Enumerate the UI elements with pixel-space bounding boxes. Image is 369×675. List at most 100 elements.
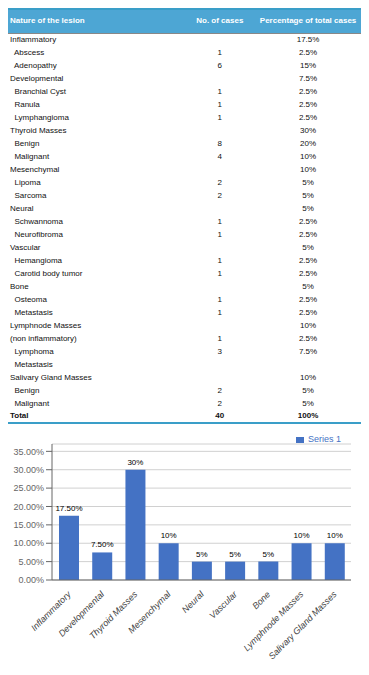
- svg-text:Inflammatory: Inflammatory: [29, 589, 73, 633]
- html-text:5%: 5%: [302, 177, 314, 187]
- html-text:5%: 5%: [302, 190, 314, 200]
- html-text:1: 1: [217, 47, 222, 57]
- html-text:Malignant: Malignant: [10, 398, 50, 408]
- svg-text:5%: 5%: [263, 550, 275, 559]
- html-text:2.5%: 2.5%: [298, 112, 318, 122]
- html-text:Series 1: Series 1: [308, 434, 341, 444]
- html-text:15%: 15%: [300, 60, 316, 70]
- html-text:1: 1: [217, 112, 222, 122]
- html-text:10%: 10%: [300, 372, 316, 382]
- html-text:Carotid body tumor: Carotid body tumor: [10, 268, 83, 278]
- html-text:2.5%: 2.5%: [298, 268, 318, 278]
- html-text:Percentage of total cases: Percentage of total cases: [259, 16, 357, 26]
- svg-text:Developmental: Developmental: [56, 589, 107, 639]
- html-text:2: 2: [217, 177, 222, 187]
- html-text:6: 6: [217, 60, 222, 70]
- html-text:Adenopathy: Adenopathy: [10, 60, 57, 70]
- svg-text:30.00%: 30.00%: [13, 465, 44, 475]
- svg-text:Mesenchymal: Mesenchymal: [126, 588, 173, 635]
- html-text:2: 2: [217, 190, 222, 200]
- html-text:100%: 100%: [297, 411, 319, 420]
- html-text:Metastasis: Metastasis: [10, 307, 53, 317]
- html-text:5%: 5%: [302, 242, 314, 252]
- svg-text:30%: 30%: [127, 458, 143, 467]
- html-text:2.5%: 2.5%: [298, 294, 318, 304]
- html-text:Neural: Neural: [10, 203, 34, 213]
- html-text:Developmental: Developmental: [10, 73, 64, 83]
- html-text:Ranula: Ranula: [10, 99, 40, 109]
- html-text:Nature of the lesion: Nature of the lesion: [10, 16, 85, 26]
- html-text:5%: 5%: [302, 385, 314, 395]
- html-text:Lymphnode Masses: Lymphnode Masses: [10, 320, 82, 330]
- html-text:1: 1: [217, 216, 222, 226]
- html-text:20%: 20%: [300, 138, 316, 148]
- html-text:5%: 5%: [302, 398, 314, 408]
- html-text:Sarcoma: Sarcoma: [10, 190, 47, 200]
- svg-text:0.00%: 0.00%: [18, 575, 44, 585]
- html-text:No. of cases: No. of cases: [196, 16, 244, 26]
- svg-text:17.50%: 17.50%: [55, 504, 82, 513]
- html-text:Lymphangioma: Lymphangioma: [10, 112, 69, 122]
- html-text:17.5%: 17.5%: [296, 34, 320, 44]
- html-text:2.5%: 2.5%: [298, 99, 318, 109]
- html-text:7.5%: 7.5%: [298, 346, 318, 356]
- html-text:2.5%: 2.5%: [298, 216, 318, 226]
- html-text:1: 1: [217, 86, 222, 96]
- svg-text:25.00%: 25.00%: [13, 483, 44, 493]
- svg-text:Thyroid Masses: Thyroid Masses: [87, 589, 140, 642]
- html-text:10%: 10%: [300, 320, 316, 330]
- html-text:Benign: Benign: [10, 385, 40, 395]
- html-text:Vascular: Vascular: [10, 242, 41, 252]
- svg-text:Vascular: Vascular: [207, 588, 239, 620]
- html-text:Lymphoma: Lymphoma: [10, 346, 54, 356]
- html-text:2.5%: 2.5%: [298, 333, 318, 343]
- html-text:Total: Total: [10, 411, 29, 420]
- html-text:1: 1: [217, 99, 222, 109]
- svg-text:7.50%: 7.50%: [91, 540, 114, 549]
- html-text:40: 40: [215, 411, 225, 420]
- html-text:10%: 10%: [300, 164, 316, 174]
- html-text:Bone: Bone: [10, 281, 29, 291]
- svg-text:Neural: Neural: [180, 588, 207, 615]
- html-text:Salivary Gland Masses: Salivary Gland Masses: [10, 372, 92, 382]
- html-text:2.5%: 2.5%: [298, 229, 318, 239]
- html-text:2.5%: 2.5%: [298, 255, 318, 265]
- html-text:Metastasis: Metastasis: [10, 359, 53, 369]
- html-text:Branchial Cyst: Branchial Cyst: [10, 86, 66, 96]
- html-text:4: 4: [217, 151, 222, 161]
- html-text:Inflammatory: Inflammatory: [10, 34, 57, 44]
- svg-text:35.00%: 35.00%: [13, 447, 44, 457]
- html-text:8: 8: [217, 138, 222, 148]
- html-text:Malignant: Malignant: [10, 151, 50, 161]
- html-text:2.5%: 2.5%: [298, 47, 318, 57]
- html-text:Mesenchymal: Mesenchymal: [10, 164, 60, 174]
- svg-text:5.00%: 5.00%: [18, 557, 44, 567]
- svg-text:15.00%: 15.00%: [13, 520, 44, 530]
- html-text:5%: 5%: [302, 203, 314, 213]
- svg-text:Bone: Bone: [250, 589, 272, 611]
- svg-text:Lymphnode Masses: Lymphnode Masses: [241, 589, 305, 653]
- html-text:2.5%: 2.5%: [298, 307, 318, 317]
- html-text:Neurofibroma: Neurofibroma: [10, 229, 63, 239]
- svg-text:10.00%: 10.00%: [13, 538, 44, 548]
- html-text:7.5%: 7.5%: [298, 73, 318, 83]
- svg-text:10%: 10%: [161, 531, 177, 540]
- svg-text:5%: 5%: [229, 550, 241, 559]
- svg-text:5%: 5%: [196, 550, 208, 559]
- html-text:Schwannoma: Schwannoma: [10, 216, 63, 226]
- html-text:2.5%: 2.5%: [298, 86, 318, 96]
- html-text:Benign: Benign: [10, 138, 40, 148]
- html-text:5%: 5%: [302, 281, 314, 291]
- svg-text:10%: 10%: [294, 531, 310, 540]
- html-text:Hemangioma: Hemangioma: [10, 255, 62, 265]
- html-text:10%: 10%: [300, 151, 316, 161]
- html-text:Lipoma: Lipoma: [10, 177, 41, 187]
- html-text:30%: 30%: [300, 125, 316, 135]
- html-text:(non inflammatory): (non inflammatory): [10, 333, 77, 343]
- html-text:Thyroid Masses: Thyroid Masses: [10, 125, 67, 135]
- svg-text:20.00%: 20.00%: [13, 502, 44, 512]
- html-text:Osteoma: Osteoma: [10, 294, 47, 304]
- svg-text:Salivary Gland Masses: Salivary Gland Masses: [266, 589, 339, 662]
- svg-text:10%: 10%: [327, 531, 343, 540]
- html-text:Abscess: Abscess: [10, 47, 45, 57]
